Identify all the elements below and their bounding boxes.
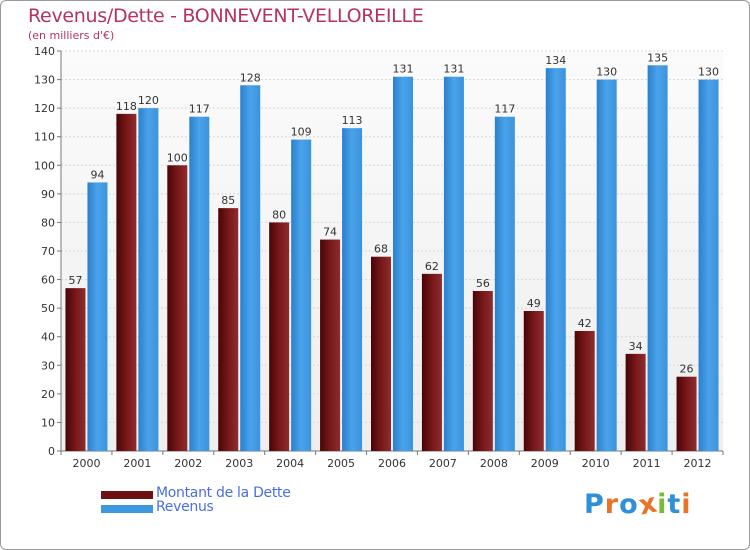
bar-dette (116, 113, 137, 451)
bar-revenus (291, 139, 312, 452)
data-label-revenus: 130 (698, 66, 719, 79)
bar-revenus (138, 108, 159, 452)
data-label-dette: 100 (167, 151, 188, 164)
y-tick-label: 50 (41, 302, 55, 315)
data-label-revenus: 130 (596, 66, 617, 79)
data-label-dette: 56 (476, 277, 490, 290)
bar-revenus (87, 182, 108, 451)
y-tick-label: 120 (34, 102, 55, 115)
data-label-dette: 62 (425, 260, 439, 273)
y-tick-label: 20 (41, 388, 55, 401)
bar-dette (574, 331, 595, 451)
data-label-revenus: 135 (647, 51, 668, 64)
bar-dette (269, 222, 290, 451)
x-tick-label: 2007 (429, 457, 457, 470)
x-tick-label: 2005 (327, 457, 355, 470)
proxiti-logo: Proxiti (584, 487, 692, 522)
legend-swatch-revenus (101, 505, 153, 513)
x-tick-label: 2002 (174, 457, 202, 470)
x-tick-label: 2003 (225, 457, 253, 470)
x-tick-label: 2010 (582, 457, 610, 470)
x-tick-label: 2004 (276, 457, 304, 470)
data-label-revenus: 113 (342, 114, 363, 127)
x-tick-label: 2009 (531, 457, 559, 470)
x-tick-label: 2006 (378, 457, 406, 470)
legend-swatch-dette (101, 491, 153, 499)
data-label-dette: 34 (629, 340, 643, 353)
x-tick-label: 2001 (123, 457, 151, 470)
data-label-dette: 42 (578, 317, 592, 330)
x-axis: 2000 2001 2002 2003 2004 2005 2006 2007 2008 2009… (60, 451, 724, 470)
y-tick-label: 90 (41, 188, 55, 201)
data-label-revenus: 94 (90, 168, 104, 181)
y-tick-label: 130 (34, 74, 55, 87)
bar-dette (625, 353, 646, 451)
data-label-revenus: 128 (240, 71, 261, 84)
data-label-revenus: 109 (291, 126, 312, 139)
data-label-revenus: 131 (393, 63, 414, 76)
bar-revenus (189, 116, 210, 451)
data-label-dette: 26 (680, 363, 694, 376)
bar-revenus (647, 65, 668, 452)
bar-revenus (596, 79, 617, 452)
data-label-revenus: 131 (443, 63, 464, 76)
bar-dette (523, 311, 544, 451)
bar-dette (167, 165, 188, 452)
chart-title: Revenus/Dette - BONNEVENT-VELLOREILLE (28, 5, 424, 27)
bar-dette (65, 288, 86, 451)
data-label-dette: 57 (68, 274, 82, 287)
y-tick-label: 110 (34, 131, 55, 144)
y-tick-label: 60 (41, 274, 55, 287)
bars (65, 65, 719, 452)
legend-label-revenus: Revenus (156, 499, 214, 515)
y-tick-label: 40 (41, 331, 55, 344)
y-axis: 0 10 20 30 40 50 60 70 80 90 100 110 120 130 140 (34, 45, 723, 458)
x-tick-label: 2012 (684, 457, 712, 470)
bar-revenus (545, 68, 566, 452)
data-label-dette: 80 (272, 208, 286, 221)
chart-subtitle: (en milliers d'€) (28, 29, 115, 42)
y-tick-label: 80 (41, 216, 55, 229)
data-label-dette: 49 (527, 297, 541, 310)
bar-dette (421, 273, 442, 451)
y-tick-label: 0 (48, 445, 55, 458)
y-tick-label: 140 (34, 45, 55, 58)
data-label-dette: 85 (221, 194, 235, 207)
bar-revenus (494, 116, 515, 451)
data-label-dette: 68 (374, 243, 388, 256)
bar-revenus (342, 128, 363, 451)
legend-label-dette: Montant de la Dette (156, 485, 291, 501)
bar-dette (676, 376, 697, 451)
bar-dette (218, 208, 239, 451)
x-tick-label: 2011 (633, 457, 661, 470)
bar-revenus (443, 76, 464, 451)
bar-dette (371, 256, 391, 451)
y-tick-label: 30 (41, 359, 55, 372)
data-label-revenus: 117 (494, 103, 515, 116)
bar-revenus (698, 79, 719, 452)
bar-dette (320, 239, 341, 451)
data-label-dette: 118 (116, 100, 137, 113)
data-label-dette: 74 (323, 226, 337, 239)
x-tick-label: 2008 (480, 457, 508, 470)
data-labels: 57 94 118 120 100 117 85 128 80 109 74 113 68 131 62 13… (68, 51, 719, 375)
bar-revenus (393, 76, 413, 451)
y-tick-label: 70 (41, 245, 55, 258)
data-label-revenus: 134 (545, 54, 566, 67)
data-label-revenus: 117 (189, 103, 210, 116)
plot-area (61, 51, 723, 451)
y-tick-label: 100 (34, 159, 55, 172)
bar-revenus (240, 85, 261, 452)
x-tick-label: 2000 (72, 457, 100, 470)
y-tick-label: 10 (41, 416, 55, 429)
bar-dette (472, 291, 493, 451)
data-label-revenus: 120 (138, 94, 159, 107)
